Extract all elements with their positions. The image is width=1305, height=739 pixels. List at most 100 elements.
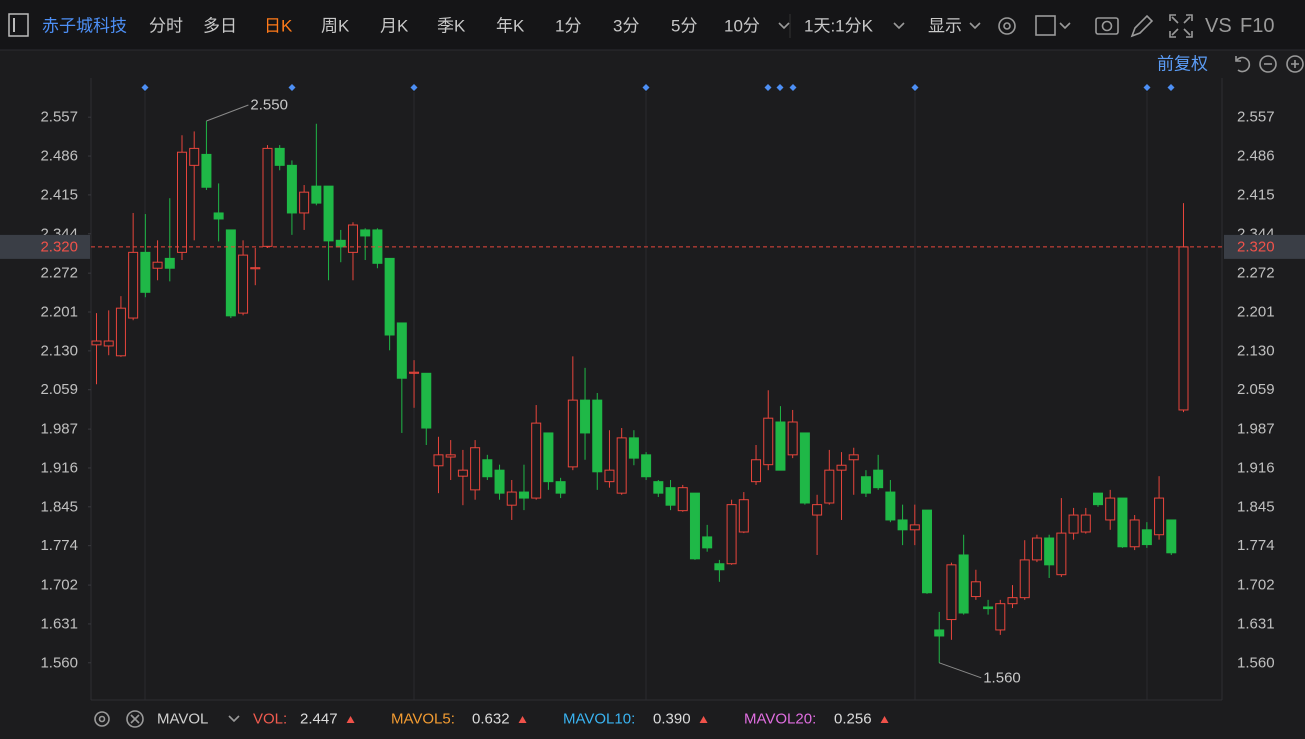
indicator-label: MAVOL5: bbox=[391, 711, 455, 728]
undo-icon[interactable] bbox=[1235, 56, 1251, 73]
period-tab[interactable]: 5分 bbox=[671, 17, 697, 36]
settings-icon[interactable] bbox=[998, 17, 1016, 35]
y-tick-label: 2.557 bbox=[40, 109, 78, 126]
candle-body bbox=[164, 257, 175, 269]
period-tab[interactable]: 日K bbox=[264, 17, 293, 36]
candle-body bbox=[1117, 497, 1128, 548]
y-tick-label-right: 1.560 bbox=[1237, 654, 1275, 671]
candle-body bbox=[335, 239, 346, 248]
vs-button[interactable]: VS bbox=[1205, 15, 1232, 37]
event-marker[interactable] bbox=[764, 84, 772, 91]
candle-body bbox=[409, 371, 420, 374]
candle-body bbox=[189, 147, 200, 166]
indicator-settings[interactable] bbox=[94, 711, 110, 727]
indicator-label: MAVOL20: bbox=[744, 711, 816, 728]
candle-body bbox=[1129, 519, 1140, 548]
y-tick-label: 1.987 bbox=[40, 421, 78, 438]
y-tick-label-right: 2.201 bbox=[1237, 304, 1275, 321]
candle-body bbox=[714, 563, 725, 571]
candle-body bbox=[909, 524, 920, 531]
candle-body bbox=[457, 469, 468, 477]
f10-button[interactable]: F10 bbox=[1240, 15, 1274, 37]
candle-body bbox=[225, 229, 236, 317]
event-marker[interactable] bbox=[911, 84, 919, 91]
display-menu[interactable]: 显示 bbox=[928, 17, 962, 36]
candle-body bbox=[543, 432, 554, 483]
chevron bbox=[228, 715, 240, 723]
event-marker[interactable] bbox=[789, 84, 797, 91]
y-tick-label-right: 2.415 bbox=[1237, 186, 1275, 203]
period-tab[interactable]: 多日 bbox=[203, 17, 237, 36]
period-tab[interactable]: 1分 bbox=[555, 17, 581, 36]
stock-name[interactable]: 赤子城科技 bbox=[42, 17, 127, 36]
candle-body bbox=[580, 399, 591, 434]
event-marker[interactable] bbox=[410, 84, 418, 91]
period-tab[interactable]: 10分 bbox=[724, 17, 760, 36]
zoom-in-icon[interactable] bbox=[1286, 55, 1304, 73]
sidebar-toggle[interactable] bbox=[8, 13, 29, 37]
candle-body bbox=[506, 491, 517, 506]
fullscreen-icon[interactable] bbox=[1169, 14, 1193, 38]
y-tick-label-right: 1.916 bbox=[1237, 459, 1275, 476]
candle-body bbox=[1019, 559, 1030, 599]
period-tab[interactable]: 年K bbox=[496, 17, 525, 36]
camera-icon[interactable] bbox=[1095, 17, 1119, 35]
candle-body bbox=[665, 487, 676, 506]
candle-body bbox=[860, 476, 871, 494]
candle-body bbox=[128, 251, 139, 319]
y-tick-label-right: 2.059 bbox=[1237, 381, 1275, 398]
pencil-icon[interactable] bbox=[1130, 14, 1154, 38]
candle-body bbox=[494, 469, 505, 494]
event-marker[interactable] bbox=[776, 84, 784, 91]
indicator-close-x bbox=[130, 714, 140, 724]
candle-body bbox=[1044, 537, 1055, 566]
candle-body bbox=[274, 147, 285, 166]
candle-body bbox=[518, 491, 529, 499]
event-marker[interactable] bbox=[288, 84, 296, 91]
trend-arrow bbox=[518, 716, 527, 723]
y-tick-label: 2.059 bbox=[40, 381, 78, 398]
period-tab[interactable]: 分时 bbox=[149, 17, 183, 36]
zoom-out-icon[interactable] bbox=[1259, 55, 1277, 73]
candle-body bbox=[604, 469, 615, 483]
candle-body bbox=[238, 254, 249, 314]
event-marker[interactable] bbox=[1143, 84, 1151, 91]
last-price-box bbox=[0, 234, 90, 259]
square-icon[interactable] bbox=[1035, 15, 1056, 36]
event-marker[interactable] bbox=[1167, 84, 1175, 91]
candle-body bbox=[1105, 497, 1116, 521]
candle-body bbox=[396, 322, 407, 379]
candle-body bbox=[787, 421, 798, 456]
period-tab[interactable]: 周K bbox=[321, 17, 350, 36]
period-tab[interactable]: 月K bbox=[380, 17, 409, 36]
y-tick-label-right: 2.130 bbox=[1237, 342, 1275, 359]
adjust-mode[interactable]: 前复权 bbox=[1157, 55, 1208, 74]
candle-body bbox=[897, 519, 908, 531]
candle-body bbox=[1093, 492, 1104, 506]
y-tick-label: 2.272 bbox=[40, 265, 78, 282]
candle-body bbox=[1056, 532, 1067, 576]
candle-body bbox=[311, 185, 322, 204]
annotation: 2.550 bbox=[250, 97, 288, 114]
annotation: 1.560 bbox=[983, 669, 1021, 686]
indicator-name[interactable]: MAVOL bbox=[157, 711, 208, 728]
candle-body bbox=[799, 432, 810, 504]
candle-body bbox=[1141, 529, 1152, 546]
candle-body bbox=[103, 340, 114, 347]
event-marker[interactable] bbox=[642, 84, 650, 91]
event-marker[interactable] bbox=[141, 84, 149, 91]
period-tab[interactable]: 3分 bbox=[613, 17, 639, 36]
y-tick-label-right: 1.845 bbox=[1237, 498, 1275, 515]
indicator-value: 0.632 bbox=[472, 711, 510, 728]
y-tick-label: 1.702 bbox=[40, 577, 78, 594]
candle-body bbox=[421, 372, 432, 429]
period-tab[interactable]: 季K bbox=[437, 17, 466, 36]
candle-body bbox=[1080, 514, 1091, 533]
y-tick-label: 2.415 bbox=[40, 186, 78, 203]
candle-body bbox=[323, 185, 334, 242]
indicator-close[interactable] bbox=[126, 710, 144, 728]
candle-body bbox=[201, 153, 212, 188]
candle-body bbox=[824, 469, 835, 504]
period-menu[interactable]: 1天:1分K bbox=[804, 17, 874, 36]
candle-body bbox=[262, 147, 273, 247]
